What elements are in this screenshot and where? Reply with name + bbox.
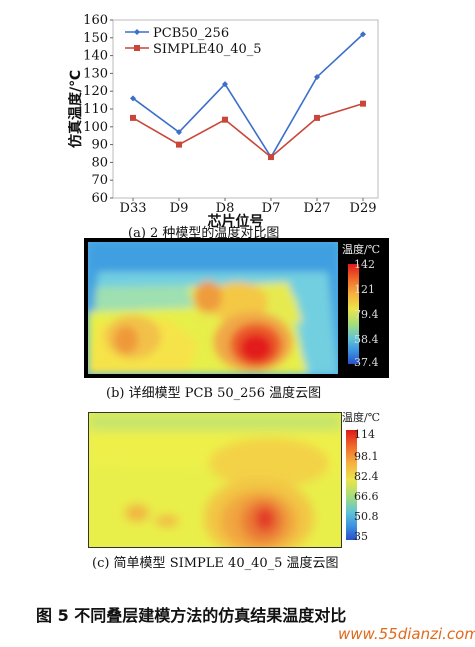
colorscale-b-tick: 37.4	[354, 356, 379, 369]
series-point	[130, 95, 136, 102]
heatmap-c	[88, 412, 342, 548]
y-tick-label: 90	[91, 138, 108, 153]
y-tick-label: 160	[83, 13, 108, 28]
legend-label: PCB50_256	[153, 26, 229, 41]
colorscale-c-tick: 82.4	[354, 470, 379, 483]
y-tick-label: 120	[83, 84, 108, 99]
colorscale-b-tick: 79.4	[354, 308, 379, 321]
caption-c: (c) 简单模型 SIMPLE 40_40_5 温度云图	[92, 556, 339, 571]
colorscale-c-tick: 35	[354, 530, 368, 543]
y-tick-label: 140	[83, 49, 108, 64]
series-point	[360, 100, 366, 107]
y-tick-label: 130	[83, 66, 108, 81]
y-tick-label: 80	[91, 155, 108, 170]
series-point	[268, 154, 274, 161]
plot-frame	[112, 19, 379, 199]
colorscale-b-title: 温度/℃	[342, 243, 381, 256]
series-point	[176, 141, 182, 148]
colorscale-c-title: 温度/℃	[342, 411, 381, 424]
y-tick-label: 70	[91, 173, 108, 188]
temperature-comparison-chart: 60 70 80 90 100 110 120 130 140 150 160 D33 D9 D8 D7 D2…	[68, 13, 379, 230]
y-tick-label: 100	[83, 120, 108, 135]
x-tick-label: D8	[216, 201, 235, 216]
x-tick-label: D7	[262, 201, 281, 216]
colorscale-c-tick: 50.8	[354, 510, 379, 523]
y-tick-label: 60	[91, 191, 108, 206]
colorscale-c	[346, 430, 386, 540]
legend-label: SIMPLE40_40_5	[153, 42, 262, 57]
series-point	[176, 129, 182, 136]
series-line-1	[132, 102, 364, 159]
colorscale-c-tick: 66.6	[354, 490, 379, 503]
series-point	[222, 116, 228, 123]
colorscale-b-tick: 121	[354, 283, 375, 296]
x-tick-label: D33	[120, 201, 147, 216]
x-axis-label: 芯片位号	[208, 213, 264, 230]
heatmap-b-panel: 温度/℃ 142 121 79.4 58.4 37.4	[84, 238, 389, 378]
figure-title: 图 5 不同叠层建模方法的仿真结果温度对比	[36, 606, 347, 625]
x-tick-label: D9	[170, 201, 189, 216]
heatmap-c-panel: 温度/℃ 114 98.1 82.4 66.6 50.8 35	[84, 408, 389, 548]
y-tick-label: 110	[83, 102, 108, 117]
caption-a: (a) 2 种模型的温度对比图	[128, 226, 280, 241]
series-point	[130, 114, 136, 121]
line-chart-panel: 60 70 80 90 100 110 120 130 140 150 160 D33 D9 D8 D7 D2…	[68, 8, 393, 240]
watermark: www.55dianzi.com	[338, 625, 475, 643]
x-tick-label: D29	[350, 201, 377, 216]
series-point	[314, 73, 320, 80]
colorscale-b	[348, 264, 388, 364]
colorscale-b-tick: 142	[354, 258, 375, 271]
series-line-0	[132, 33, 364, 159]
x-tick-label: D27	[304, 201, 331, 216]
legend-marker	[134, 29, 140, 35]
y-tick-label: 150	[83, 31, 108, 46]
colorscale-c-tick: 114	[354, 428, 375, 441]
series-point	[314, 114, 320, 121]
heatmap-b	[88, 242, 338, 374]
caption-b: (b) 详细模型 PCB 50_256 温度云图	[106, 386, 322, 401]
y-axis-label: 仿真温度/℃	[68, 70, 84, 148]
colorscale-b-tick: 58.4	[354, 333, 379, 346]
series-point	[222, 81, 228, 88]
legend-marker	[134, 45, 140, 51]
colorscale-c-tick: 98.1	[354, 450, 379, 463]
